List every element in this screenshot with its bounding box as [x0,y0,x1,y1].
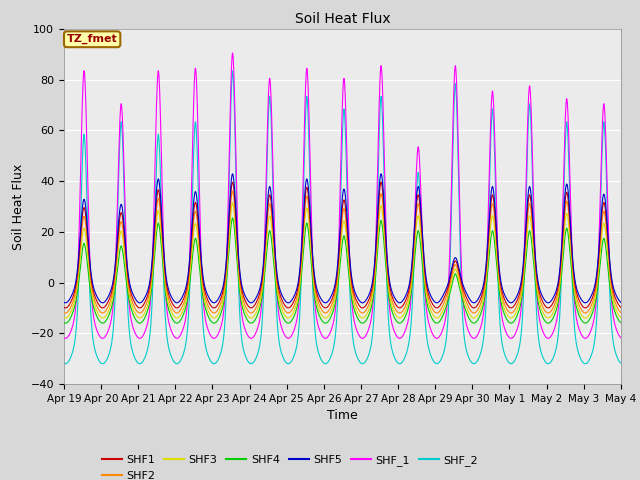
SHF3 [617,314,625,320]
SHF5 [617,300,625,305]
Line: SHF_1: SHF_1 [64,53,621,338]
SHF5 [436,297,444,303]
SHF_2 [228,68,236,74]
SHF5 [468,299,476,304]
SHF3 [499,302,507,308]
SHF1 [322,305,330,311]
Line: SHF3: SHF3 [64,203,621,318]
SHF5 [433,300,441,306]
SHF3 [436,312,444,318]
SHF3 [468,314,476,320]
SHF2 [228,188,236,194]
SHF3 [322,315,330,321]
SHF3 [616,314,624,320]
SHF5 [60,300,68,305]
SHF2 [617,310,625,315]
SHF1 [433,305,441,311]
X-axis label: Time: Time [327,409,358,422]
SHF_1 [228,50,236,56]
SHF_1 [160,254,168,260]
SHF_1 [60,335,68,341]
SHF_1 [468,334,476,339]
SHF_2 [468,360,476,365]
SHF2 [322,310,330,316]
Text: TZ_fmet: TZ_fmet [67,34,118,44]
SHF4 [436,317,444,323]
SHF4 [617,320,625,325]
SHF5 [322,300,330,306]
SHF4 [499,307,507,313]
Y-axis label: Soil Heat Flux: Soil Heat Flux [12,163,25,250]
SHF3 [60,315,68,321]
Legend: SHF1, SHF2, SHF3, SHF4, SHF5, SHF_1, SHF_2: SHF1, SHF2, SHF3, SHF4, SHF5, SHF_1, SHF… [97,451,483,480]
Line: SHF2: SHF2 [64,191,621,313]
Title: Soil Heat Flux: Soil Heat Flux [294,12,390,26]
SHF4 [228,215,236,221]
SHF4 [160,276,168,282]
SHF_2 [499,345,507,351]
SHF5 [616,299,624,305]
SHF1 [616,304,624,310]
SHF_2 [616,360,624,365]
SHF_1 [322,336,330,341]
SHF_1 [616,334,624,340]
SHF3 [433,315,441,321]
SHF_2 [60,360,68,366]
SHF_1 [396,336,404,341]
SHF2 [436,307,444,312]
SHF2 [499,297,507,302]
SHF1 [436,302,444,308]
Line: SHF_2: SHF_2 [64,71,621,364]
SHF3 [228,200,236,206]
SHF_2 [160,289,168,295]
SHF4 [433,320,441,326]
SHF2 [468,309,476,314]
SHF1 [60,304,68,310]
SHF4 [468,319,476,324]
SHF5 [499,288,507,293]
SHF3 [160,269,168,275]
SHF_1 [499,320,507,325]
SHF1 [617,304,625,310]
Line: SHF4: SHF4 [64,218,621,323]
SHF4 [322,320,330,326]
SHF_2 [436,358,444,363]
SHF_2 [617,360,625,366]
Line: SHF1: SHF1 [64,182,621,308]
SHF2 [160,263,168,268]
SHF_2 [396,361,404,367]
SHF5 [228,171,236,177]
SHF2 [433,310,441,316]
SHF5 [160,252,168,257]
SHF1 [468,303,476,309]
SHF_1 [436,332,444,337]
SHF1 [499,292,507,298]
SHF4 [60,320,68,325]
SHF1 [160,257,168,263]
SHF2 [60,310,68,315]
SHF_2 [322,361,330,367]
SHF2 [616,309,624,315]
SHF4 [616,319,624,325]
SHF_1 [617,335,625,340]
Line: SHF5: SHF5 [64,174,621,303]
SHF1 [228,180,236,185]
